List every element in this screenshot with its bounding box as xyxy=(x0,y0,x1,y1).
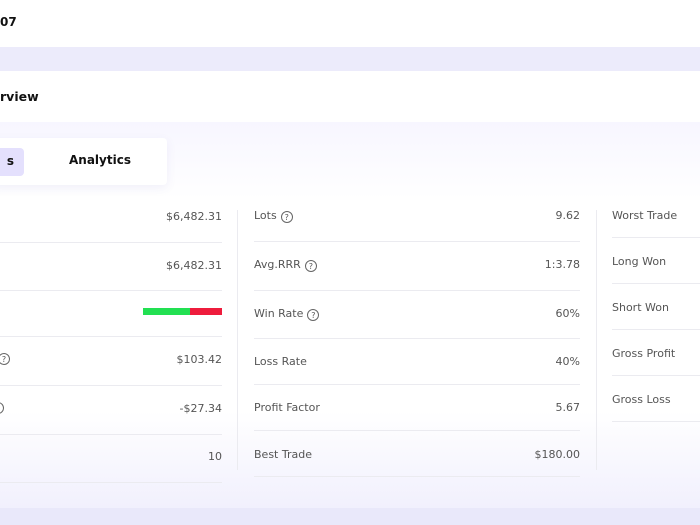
help-icon[interactable]: ? xyxy=(280,211,293,223)
section-header: rview xyxy=(0,71,700,122)
loss-bar-segment xyxy=(190,308,222,315)
stat-value: -$27.34 xyxy=(179,402,222,415)
stat-value: 40% xyxy=(555,355,580,368)
top-bar: 07 xyxy=(0,0,700,47)
stat-label: Gross Loss xyxy=(612,393,671,406)
column-divider xyxy=(237,210,238,470)
stat-label: Best Trade xyxy=(254,448,312,461)
stat-value: $6,482.31 xyxy=(166,210,222,223)
stat-row: ? -$27.34 xyxy=(0,402,222,435)
stat-label-text: Profit Factor xyxy=(254,401,320,414)
stat-label: Long Won xyxy=(612,255,667,268)
stat-row: Gross Profit xyxy=(612,347,700,376)
stat-label: Avg.RRR? xyxy=(254,258,317,272)
stat-value: 10 xyxy=(208,450,222,463)
stat-label: Gross Profit xyxy=(612,347,676,360)
win-bar-segment xyxy=(143,308,191,315)
stats-panel xyxy=(0,122,700,508)
help-icon[interactable]: ? xyxy=(307,309,320,321)
stat-label-text: Lots xyxy=(254,209,277,222)
stat-label: Short Won xyxy=(612,301,669,314)
stat-row: Short Won xyxy=(612,301,700,330)
stat-value: 1:3.78 xyxy=(544,258,580,271)
stat-row: Long Won xyxy=(612,255,700,284)
tab-analytics[interactable]: Analytics xyxy=(69,153,131,167)
stat-value: $180.00 xyxy=(534,448,581,461)
stat-label-text: Best Trade xyxy=(254,448,312,461)
stat-value: $103.42 xyxy=(176,353,223,366)
stat-value: $6,482.31 xyxy=(166,259,222,272)
stat-row: $6,482.31 xyxy=(0,259,222,291)
divider-band xyxy=(0,47,700,71)
stat-label: Loss Rate xyxy=(254,355,307,368)
tab-bar: s Analytics xyxy=(0,138,167,185)
tab-label: s xyxy=(6,154,14,168)
stat-row: ? $103.42 xyxy=(0,353,222,386)
section-title: rview xyxy=(0,89,39,104)
stat-label: Worst Trade xyxy=(612,209,678,222)
help-icon[interactable]: ? xyxy=(0,353,10,365)
stat-row xyxy=(0,306,222,337)
stat-value: 5.67 xyxy=(555,401,581,414)
help-icon[interactable]: ? xyxy=(304,260,317,272)
stat-value: 60% xyxy=(555,307,580,320)
stat-row: Avg.RRR? 1:3.78 xyxy=(254,258,580,291)
stat-row: Worst Trade xyxy=(612,209,700,238)
stat-row: Gross Loss xyxy=(612,393,700,422)
column-divider xyxy=(596,210,597,470)
stat-value: 9.62 xyxy=(555,209,581,222)
stat-row: 10 xyxy=(0,450,222,483)
footer-band xyxy=(0,508,700,525)
stat-label: Lots? xyxy=(254,209,293,223)
tab-overview[interactable]: s xyxy=(0,148,24,176)
stat-row: Lots? 9.62 xyxy=(254,209,580,242)
stat-label: Profit Factor xyxy=(254,401,320,414)
stat-row: Loss Rate 40% xyxy=(254,355,580,385)
stat-row: $6,482.31 xyxy=(0,210,222,243)
help-icon[interactable]: ? xyxy=(0,402,4,414)
stat-label: Win Rate? xyxy=(254,307,320,321)
stat-label-text: Win Rate xyxy=(254,307,304,320)
stat-row: Win Rate? 60% xyxy=(254,307,580,339)
stat-row: Profit Factor 5.67 xyxy=(254,401,580,431)
stat-label-text: Avg.RRR xyxy=(254,258,301,271)
stat-row: Best Trade $180.00 xyxy=(254,448,580,477)
win-loss-bar xyxy=(143,308,222,315)
account-title: 07 xyxy=(0,15,17,29)
stat-label-text: Loss Rate xyxy=(254,355,307,368)
